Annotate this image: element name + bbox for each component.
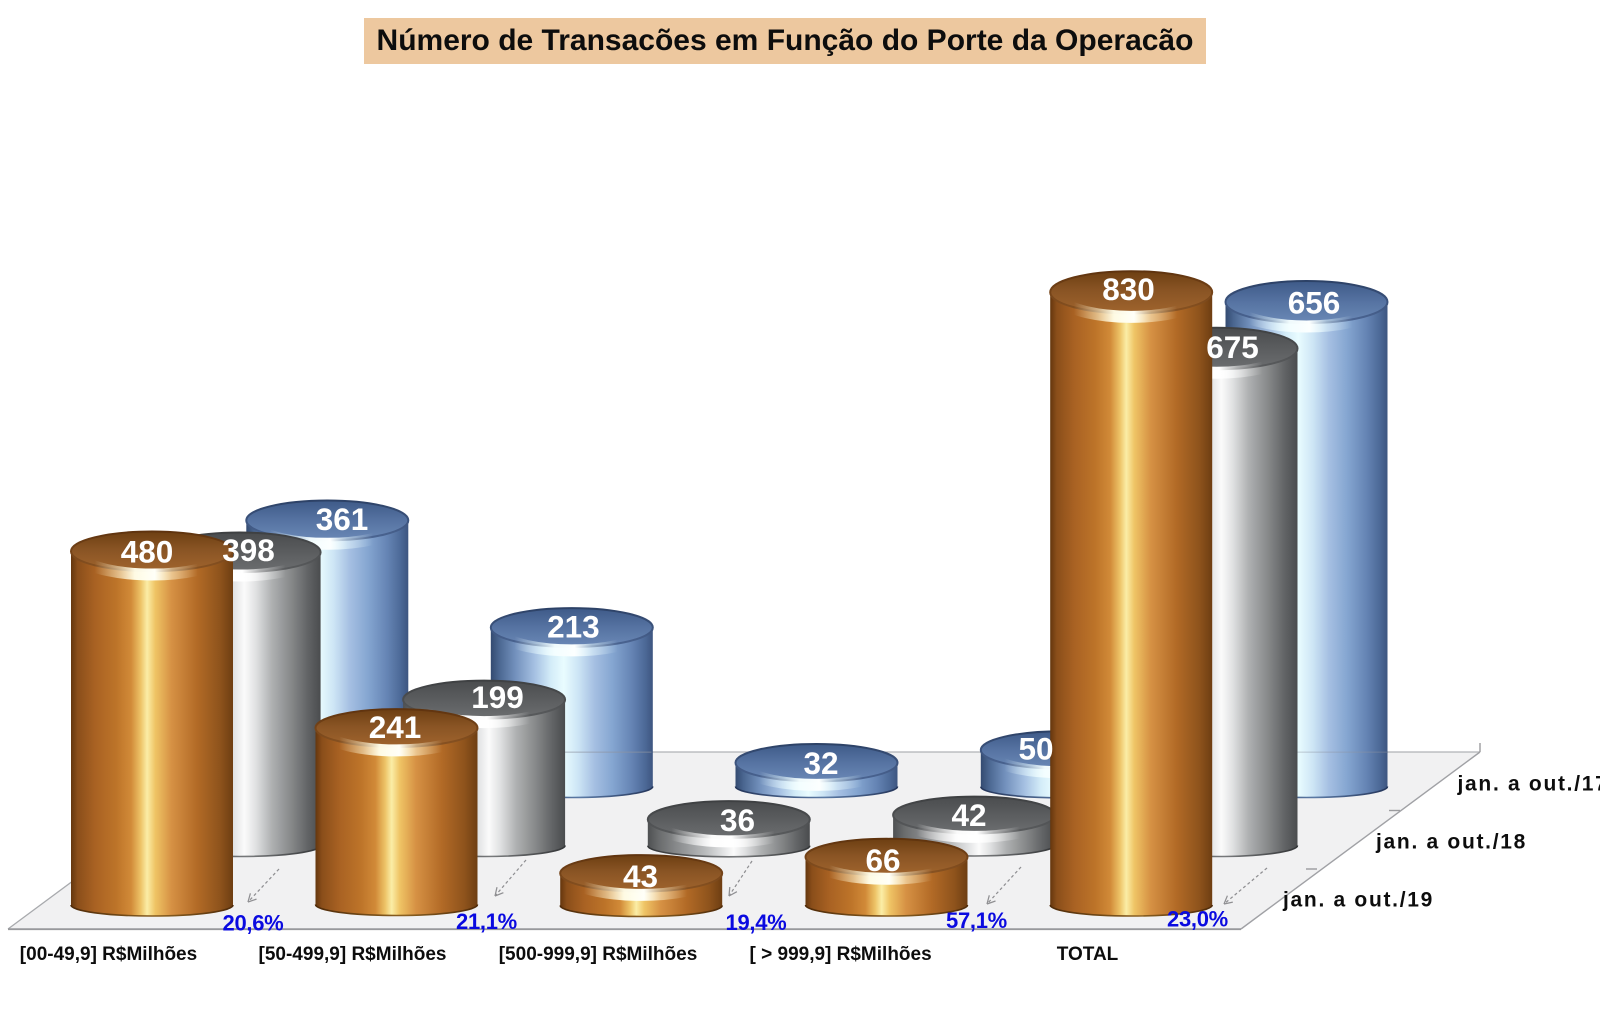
svg-text:213: 213 <box>547 609 600 645</box>
svg-text:[50-499,9] R$Milhões: [50-499,9] R$Milhões <box>259 944 447 965</box>
svg-text:jan. a out./18: jan. a out./18 <box>1375 831 1527 854</box>
svg-text:42: 42 <box>951 797 986 833</box>
svg-text:jan. a out./19: jan. a out./19 <box>1282 889 1434 912</box>
svg-text:[ > 999,9] R$Milhões: [ > 999,9] R$Milhões <box>750 944 932 965</box>
svg-text:57,1%: 57,1% <box>946 908 1007 933</box>
svg-text:398: 398 <box>222 532 275 568</box>
svg-text:20,6%: 20,6% <box>223 911 284 936</box>
svg-text:830: 830 <box>1102 271 1155 307</box>
svg-text:23,0%: 23,0% <box>1167 907 1228 932</box>
svg-text:43: 43 <box>623 858 658 894</box>
svg-text:jan. a out./17: jan. a out./17 <box>1457 773 1600 796</box>
svg-text:480: 480 <box>121 534 174 570</box>
svg-text:TOTAL: TOTAL <box>1057 944 1119 965</box>
svg-text:[00-49,9] R$Milhões: [00-49,9] R$Milhões <box>20 944 197 965</box>
svg-text:361: 361 <box>316 501 369 537</box>
svg-text:36: 36 <box>720 802 755 838</box>
svg-text:50: 50 <box>1018 731 1053 767</box>
svg-text:[500-999,9] R$Milhões: [500-999,9] R$Milhões <box>499 944 698 965</box>
svg-text:241: 241 <box>369 709 422 745</box>
svg-text:21,1%: 21,1% <box>456 909 517 934</box>
svg-text:66: 66 <box>865 842 900 878</box>
svg-text:675: 675 <box>1206 329 1259 365</box>
svg-text:656: 656 <box>1288 285 1341 321</box>
svg-text:32: 32 <box>803 745 838 781</box>
svg-text:19,4%: 19,4% <box>726 910 787 935</box>
svg-text:199: 199 <box>471 679 524 715</box>
